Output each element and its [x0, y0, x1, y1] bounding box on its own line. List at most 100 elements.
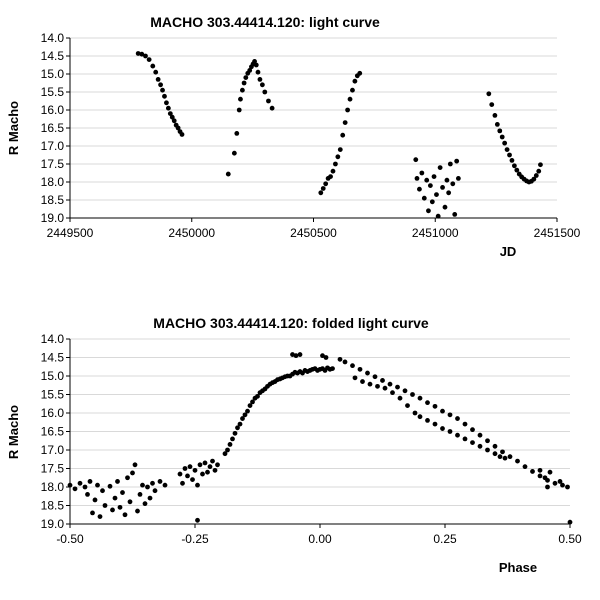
data-point [352, 78, 358, 84]
data-point [162, 482, 168, 488]
data-point [158, 82, 163, 88]
tick-labels: 14.0 14.5 15.0 15.5 16.0 16.5 17.0 17.5 18.0 18.5… [41, 332, 582, 546]
data-point [122, 512, 128, 518]
data-point [140, 482, 145, 488]
data-point [507, 152, 512, 158]
data-point [537, 473, 543, 479]
data-point [200, 471, 205, 477]
data-point [259, 82, 265, 88]
data-point [365, 370, 370, 376]
y-axis-label: R Macho [6, 101, 21, 155]
data-point [253, 62, 259, 68]
data-point [90, 510, 95, 516]
data-point [414, 176, 420, 181]
y-tick-label: 14.0 [41, 31, 65, 45]
data-point [297, 352, 303, 357]
data-point [511, 163, 517, 169]
x-tick-label: 0.50 [558, 532, 582, 546]
data-point [357, 70, 363, 76]
data-point [538, 162, 543, 168]
data-point [405, 403, 410, 408]
data-point [125, 475, 130, 481]
x-tick-label: 2451500 [534, 226, 581, 240]
data-point [255, 393, 260, 399]
data-point [243, 75, 249, 80]
x-tick-label: 2450500 [290, 226, 337, 240]
data-point [352, 375, 358, 381]
x-tick-label: 2449500 [47, 226, 94, 240]
data-point [165, 105, 171, 111]
y-tick-label: 17.0 [41, 443, 65, 457]
data-point [202, 460, 208, 466]
data-point [185, 473, 190, 479]
data-point [509, 158, 515, 163]
y-tick-label: 18.0 [41, 175, 65, 189]
data-point [440, 408, 445, 414]
data-point [115, 479, 120, 484]
data-point [155, 77, 161, 82]
data-point [147, 495, 153, 501]
data-point [257, 77, 263, 82]
data-point [462, 436, 468, 442]
data-point [150, 63, 156, 69]
data-point [477, 443, 483, 449]
x-tick-label: 0.00 [308, 532, 332, 546]
data-point [357, 366, 363, 372]
data-point [372, 374, 378, 380]
data-point [542, 475, 548, 481]
data-point [567, 519, 573, 525]
light-curve-chart: MACHO 303.44414.120: light curve 14.014.… [6, 14, 581, 259]
data-point [234, 131, 240, 136]
data-point [250, 399, 255, 405]
data-point [232, 430, 238, 436]
data-point [410, 392, 415, 397]
y-tick-label: 16.0 [41, 103, 65, 117]
data-point [117, 504, 123, 510]
data-point [515, 458, 520, 464]
data-point [143, 53, 148, 59]
data-point [485, 447, 490, 453]
data-points [135, 51, 543, 219]
chart-title: MACHO 303.44414.120: light curve [150, 14, 380, 30]
data-point [462, 421, 468, 427]
y-tick-label: 18.5 [41, 193, 65, 207]
y-tick-label: 15.5 [41, 388, 65, 402]
data-point [192, 467, 198, 473]
data-point [455, 432, 460, 438]
y-tick-label: 16.5 [41, 121, 65, 135]
x-tick-label: 2450000 [168, 226, 215, 240]
data-point [417, 186, 422, 192]
data-point [497, 128, 503, 134]
data-point [182, 466, 188, 471]
data-point [97, 514, 103, 519]
data-point [112, 495, 118, 501]
data-point [504, 147, 510, 153]
x-axis-label: JD [500, 244, 517, 259]
data-point [455, 176, 461, 181]
chart-title: MACHO 303.44414.120: folded light curve [153, 315, 429, 331]
data-point [507, 454, 513, 460]
data-point [342, 359, 348, 365]
data-point [227, 442, 233, 447]
data-point [318, 190, 324, 196]
data-point [190, 477, 195, 482]
data-point [419, 170, 425, 176]
data-point [171, 118, 177, 124]
data-point [440, 185, 445, 190]
data-point [440, 426, 445, 431]
data-point [152, 488, 158, 494]
data-point [470, 440, 475, 445]
data-point [437, 165, 443, 171]
data-point [333, 161, 338, 167]
x-tick-label: -0.50 [56, 532, 84, 546]
data-point [412, 410, 418, 416]
data-point [142, 501, 148, 507]
data-point [266, 98, 271, 104]
x-tick-label: 2451000 [412, 226, 459, 240]
data-point [347, 96, 353, 102]
data-point [502, 455, 508, 461]
data-point [252, 59, 257, 64]
data-point [245, 408, 250, 414]
data-point [236, 107, 242, 113]
